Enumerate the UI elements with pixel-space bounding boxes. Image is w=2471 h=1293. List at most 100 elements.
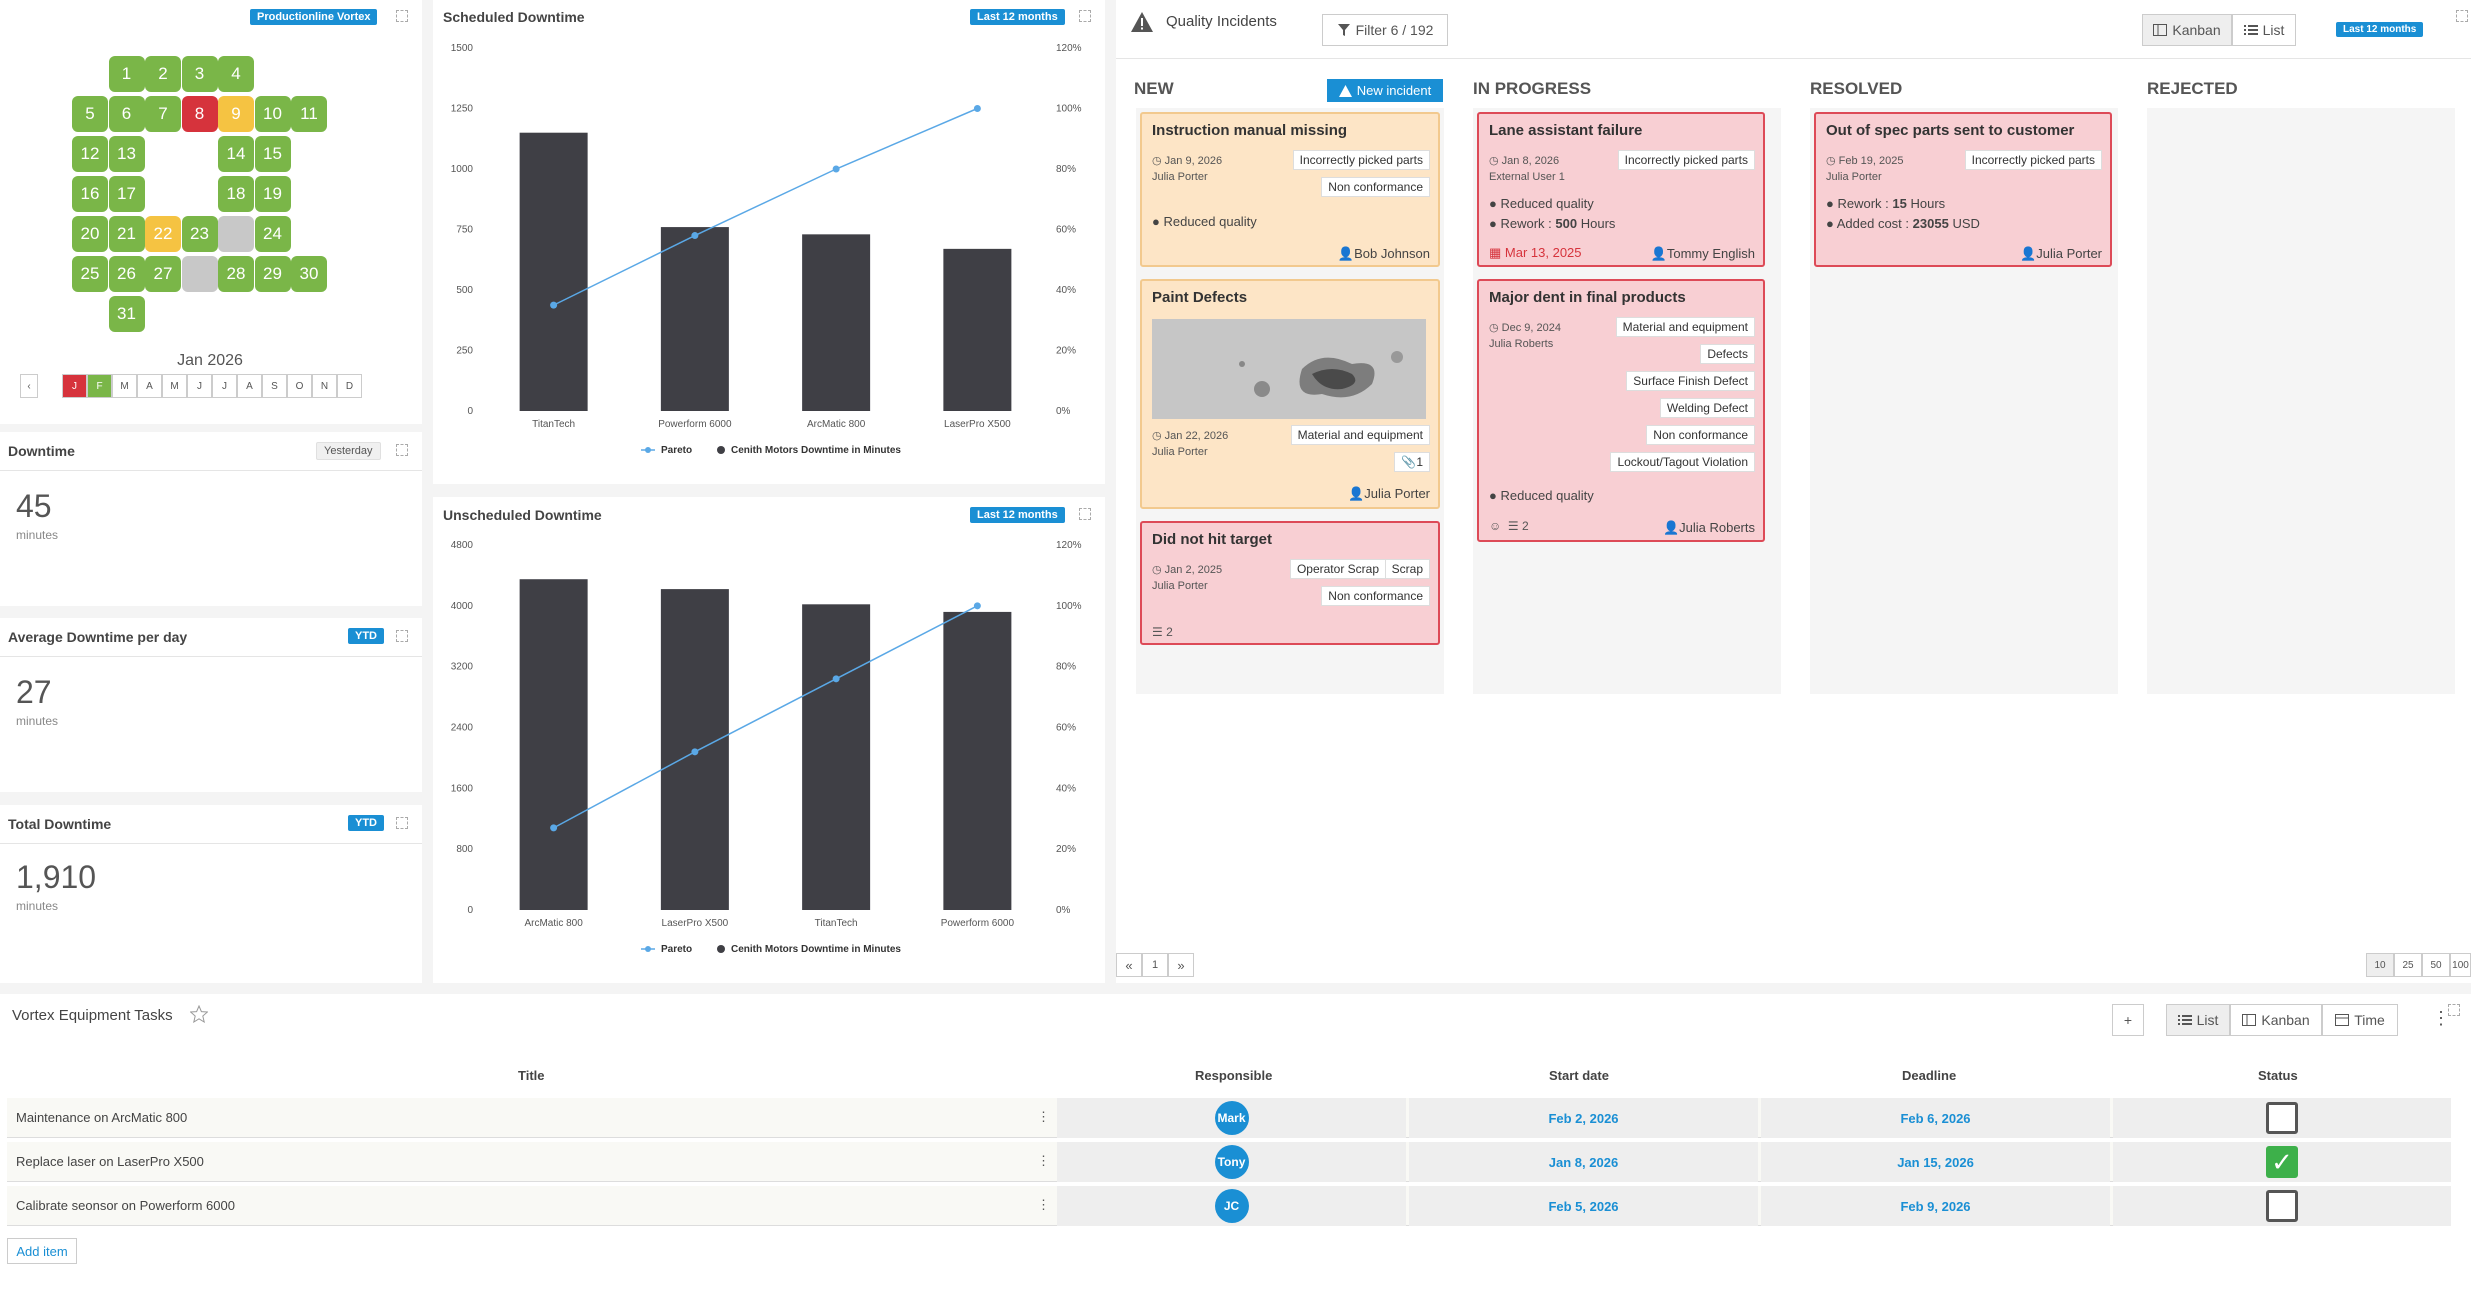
calendar-day-29[interactable]: 29 [254, 256, 291, 292]
expand-icon[interactable] [1079, 10, 1091, 22]
calendar-day-26[interactable]: 26 [108, 256, 145, 292]
list-label: List [2262, 22, 2285, 38]
calendar-day-25[interactable]: 25 [72, 256, 108, 292]
expand-icon[interactable] [396, 817, 408, 829]
calendar-day-1[interactable]: 1 [108, 56, 145, 92]
calendar-day-6[interactable]: 6 [108, 96, 145, 132]
calendar-day-11[interactable]: 11 [291, 96, 327, 132]
calendar-month-7[interactable]: A [237, 374, 262, 398]
star-icon[interactable] [190, 1005, 208, 1023]
calendar-prev-button[interactable]: ‹ [20, 374, 38, 398]
pager-first-button[interactable]: « [1116, 953, 1142, 977]
table-row[interactable]: Maintenance on ArcMatic 800 ⋮ Mark Feb 2… [7, 1098, 2451, 1138]
task-title[interactable]: Calibrate seonsor on Powerform 6000 [16, 1198, 235, 1213]
expand-icon[interactable] [1079, 508, 1091, 520]
add-task-button[interactable]: + [2112, 1004, 2144, 1036]
row-menu-icon[interactable]: ⋮ [1037, 1197, 1050, 1212]
deadline-date[interactable]: Feb 6, 2026 [1900, 1110, 1971, 1126]
calendar-day-9[interactable]: 9 [218, 96, 254, 132]
expand-icon[interactable] [396, 444, 408, 456]
calendar-day-12[interactable]: 12 [72, 136, 108, 172]
task-title[interactable]: Maintenance on ArcMatic 800 [16, 1110, 188, 1125]
calendar-day-15[interactable]: 15 [254, 136, 291, 172]
incident-card[interactable]: Instruction manual missing ◷ Jan 9, 2026… [1140, 112, 1440, 267]
tasks-time-view-button[interactable]: Time [2322, 1004, 2398, 1036]
incident-card[interactable]: Major dent in final products ◷ Dec 9, 20… [1477, 279, 1765, 542]
status-checkbox-checked[interactable]: ✓ [2266, 1146, 2298, 1178]
task-title[interactable]: Replace laser on LaserPro X500 [16, 1154, 204, 1169]
table-row[interactable]: Calibrate seonsor on Powerform 6000 ⋮ JC… [7, 1186, 2451, 1226]
deadline-date[interactable]: Feb 9, 2026 [1900, 1198, 1971, 1214]
calendar-day-7[interactable]: 7 [145, 96, 181, 132]
pager-last-button[interactable]: » [1168, 953, 1194, 977]
table-row[interactable]: Replace laser on LaserPro X500 ⋮ Tony Ja… [7, 1142, 2451, 1182]
expand-icon[interactable] [396, 630, 408, 642]
tasks-kanban-view-button[interactable]: Kanban [2230, 1004, 2322, 1036]
kanban-view-button[interactable]: Kanban [2142, 14, 2232, 46]
calendar-day-17[interactable]: 17 [108, 176, 145, 212]
calendar-day-16[interactable]: 16 [72, 176, 108, 212]
calendar-day-4[interactable]: 4 [218, 56, 254, 92]
calendar-month-11[interactable]: D [337, 374, 362, 398]
calendar-day-20[interactable]: 20 [72, 216, 108, 252]
calendar-day-23[interactable]: 23 [181, 216, 218, 252]
status-checkbox[interactable] [2266, 1102, 2298, 1134]
calendar-day-5[interactable]: 5 [72, 96, 108, 132]
start-date[interactable]: Jan 8, 2026 [1548, 1154, 1619, 1170]
calendar-day-31[interactable]: 31 [108, 296, 145, 332]
tasks-list-view-button[interactable]: List [2166, 1004, 2230, 1036]
add-item-button[interactable]: Add item [7, 1238, 77, 1264]
calendar-day-13[interactable]: 13 [108, 136, 145, 172]
calendar-day-27[interactable]: 27 [145, 256, 181, 292]
calendar-month-8[interactable]: S [262, 374, 287, 398]
calendar-day-14[interactable]: 14 [218, 136, 254, 172]
calendar-day-19[interactable]: 19 [254, 176, 291, 212]
status-checkbox[interactable] [2266, 1190, 2298, 1222]
page-size-50[interactable]: 50 [2422, 953, 2450, 977]
calendar-month-0[interactable]: J [62, 374, 87, 398]
calendar-day-3[interactable]: 3 [181, 56, 218, 92]
calendar-month-1[interactable]: F [87, 374, 112, 398]
incident-card[interactable]: Lane assistant failure ◷ Jan 8, 2026 Ext… [1477, 112, 1765, 267]
calendar-day-2[interactable]: 2 [145, 56, 181, 92]
calendar-month-9[interactable]: O [287, 374, 312, 398]
calendar-month-5[interactable]: J [187, 374, 212, 398]
calendar-day-8[interactable]: 8 [181, 96, 218, 132]
incident-card[interactable]: Paint Defects ◷ Jan 22, 2026 Julia Porte… [1140, 279, 1440, 509]
calendar-day-30[interactable]: 30 [291, 256, 327, 292]
avatar[interactable]: Tony [1214, 1145, 1249, 1179]
calendar-month-6[interactable]: J [212, 374, 237, 398]
calendar-day-24[interactable]: 24 [254, 216, 291, 252]
more-options-icon[interactable]: ⋮ [2432, 1008, 2450, 1028]
calendar-month-3[interactable]: A [137, 374, 162, 398]
start-date[interactable]: Feb 5, 2026 [1548, 1198, 1619, 1214]
responsible-cell: Mark [1057, 1098, 1406, 1138]
calendar-month-2[interactable]: M [112, 374, 137, 398]
calendar-month-4[interactable]: M [162, 374, 187, 398]
row-menu-icon[interactable]: ⋮ [1037, 1109, 1050, 1124]
calendar-day-10[interactable]: 10 [254, 96, 291, 132]
expand-icon[interactable] [396, 10, 408, 22]
list-view-button[interactable]: List [2232, 14, 2296, 46]
avatar[interactable]: Mark [1214, 1101, 1249, 1135]
calendar-day-21[interactable]: 21 [108, 216, 145, 252]
row-menu-icon[interactable]: ⋮ [1037, 1153, 1050, 1168]
calendar-day-18[interactable]: 18 [218, 176, 254, 212]
expand-icon[interactable] [2456, 10, 2468, 22]
avatar[interactable]: JC [1214, 1189, 1249, 1223]
card-tag: Incorrectly picked parts [1292, 150, 1430, 170]
page-size-25[interactable]: 25 [2394, 953, 2422, 977]
page-size-100[interactable]: 100 [2450, 953, 2471, 977]
page-size-10[interactable]: 10 [2366, 953, 2394, 977]
start-date[interactable]: Feb 2, 2026 [1548, 1110, 1619, 1126]
incident-card[interactable]: Did not hit target ◷ Jan 2, 2025 Julia P… [1140, 521, 1440, 645]
calendar-month-10[interactable]: N [312, 374, 337, 398]
calendar-day-28[interactable]: 28 [218, 256, 254, 292]
calendar-day-22[interactable]: 22 [145, 216, 181, 252]
filter-button[interactable]: Filter 6 / 192 [1322, 14, 1448, 46]
new-incident-button[interactable]: New incident [1327, 79, 1443, 102]
expand-icon[interactable] [2448, 1004, 2460, 1016]
deadline-date[interactable]: Jan 15, 2026 [1897, 1154, 1974, 1170]
pager-page-1[interactable]: 1 [1142, 953, 1168, 977]
incident-card[interactable]: Out of spec parts sent to customer ◷ Feb… [1814, 112, 2112, 267]
